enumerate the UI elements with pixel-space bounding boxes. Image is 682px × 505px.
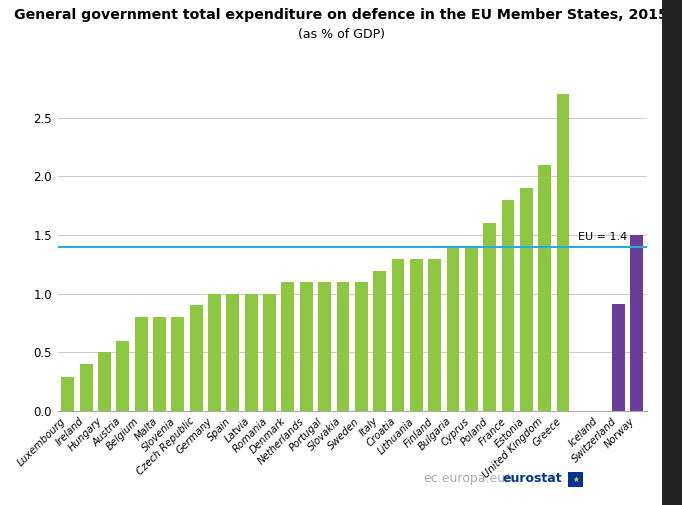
Text: (as % of GDP): (as % of GDP) — [297, 28, 385, 41]
Bar — [80, 364, 93, 411]
Bar — [245, 294, 258, 411]
Bar — [630, 235, 643, 411]
Bar — [465, 247, 478, 411]
Bar — [373, 271, 386, 411]
Bar — [117, 341, 129, 411]
Bar — [336, 282, 349, 411]
Bar — [428, 259, 441, 411]
Bar — [263, 294, 276, 411]
Text: EU = 1.4: EU = 1.4 — [578, 232, 627, 242]
Bar — [61, 377, 74, 411]
Bar — [520, 188, 533, 411]
Bar — [300, 282, 312, 411]
Bar — [318, 282, 331, 411]
Bar — [612, 305, 625, 411]
Bar — [98, 352, 111, 411]
Bar — [226, 294, 239, 411]
Bar — [557, 94, 569, 411]
Text: ec.europa.eu/: ec.europa.eu/ — [423, 472, 509, 485]
Bar — [410, 259, 423, 411]
Text: ★: ★ — [572, 475, 579, 484]
Bar — [135, 317, 147, 411]
Bar — [501, 200, 514, 411]
Bar — [171, 317, 184, 411]
Bar — [208, 294, 221, 411]
Text: General government total expenditure on defence in the EU Member States, 2015: General government total expenditure on … — [14, 8, 668, 22]
Bar — [484, 223, 496, 411]
Text: eurostat: eurostat — [503, 472, 562, 485]
Bar — [391, 259, 404, 411]
Bar — [282, 282, 295, 411]
Bar — [355, 282, 368, 411]
Bar — [447, 247, 460, 411]
Bar — [538, 165, 551, 411]
Bar — [190, 306, 203, 411]
Bar — [153, 317, 166, 411]
